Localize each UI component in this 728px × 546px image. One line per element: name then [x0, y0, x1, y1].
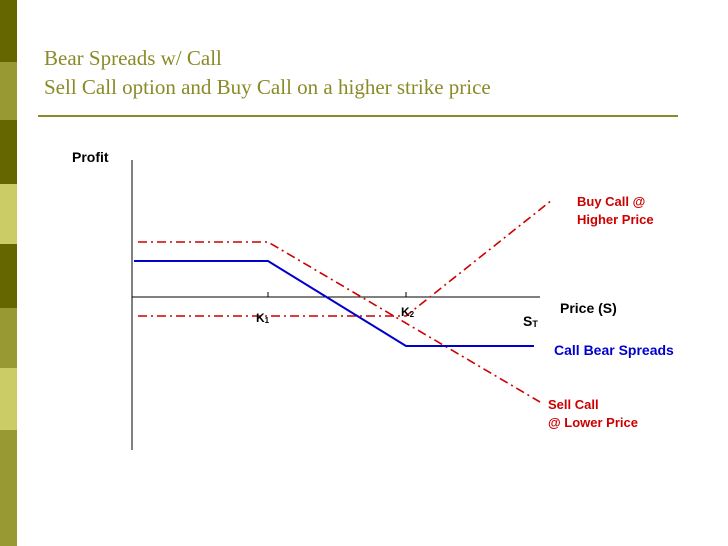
k2-label: K2 — [401, 305, 415, 319]
title-line-1: Bear Spreads w/ Call — [44, 46, 222, 70]
buy-call-line — [138, 199, 553, 317]
y-axis-label: Profit — [72, 149, 109, 165]
spread-label: Call Bear Spreads — [554, 342, 674, 358]
k1-label: K1 — [256, 311, 270, 325]
sidebar-decoration — [0, 0, 17, 546]
sell-call-line — [138, 241, 541, 403]
bear-spread-line — [134, 260, 534, 347]
st-label: ST — [523, 313, 538, 329]
title-line-2: Sell Call option and Buy Call on a highe… — [44, 75, 491, 99]
title-divider — [38, 115, 678, 117]
sell-call-label: Sell Call @ Lower Price — [548, 397, 638, 430]
x-axis-label: Price (S) — [560, 300, 617, 316]
slide-title: Bear Spreads w/ Call Sell Call option an… — [44, 44, 491, 102]
buy-call-label: Buy Call @ Higher Price — [577, 194, 654, 227]
